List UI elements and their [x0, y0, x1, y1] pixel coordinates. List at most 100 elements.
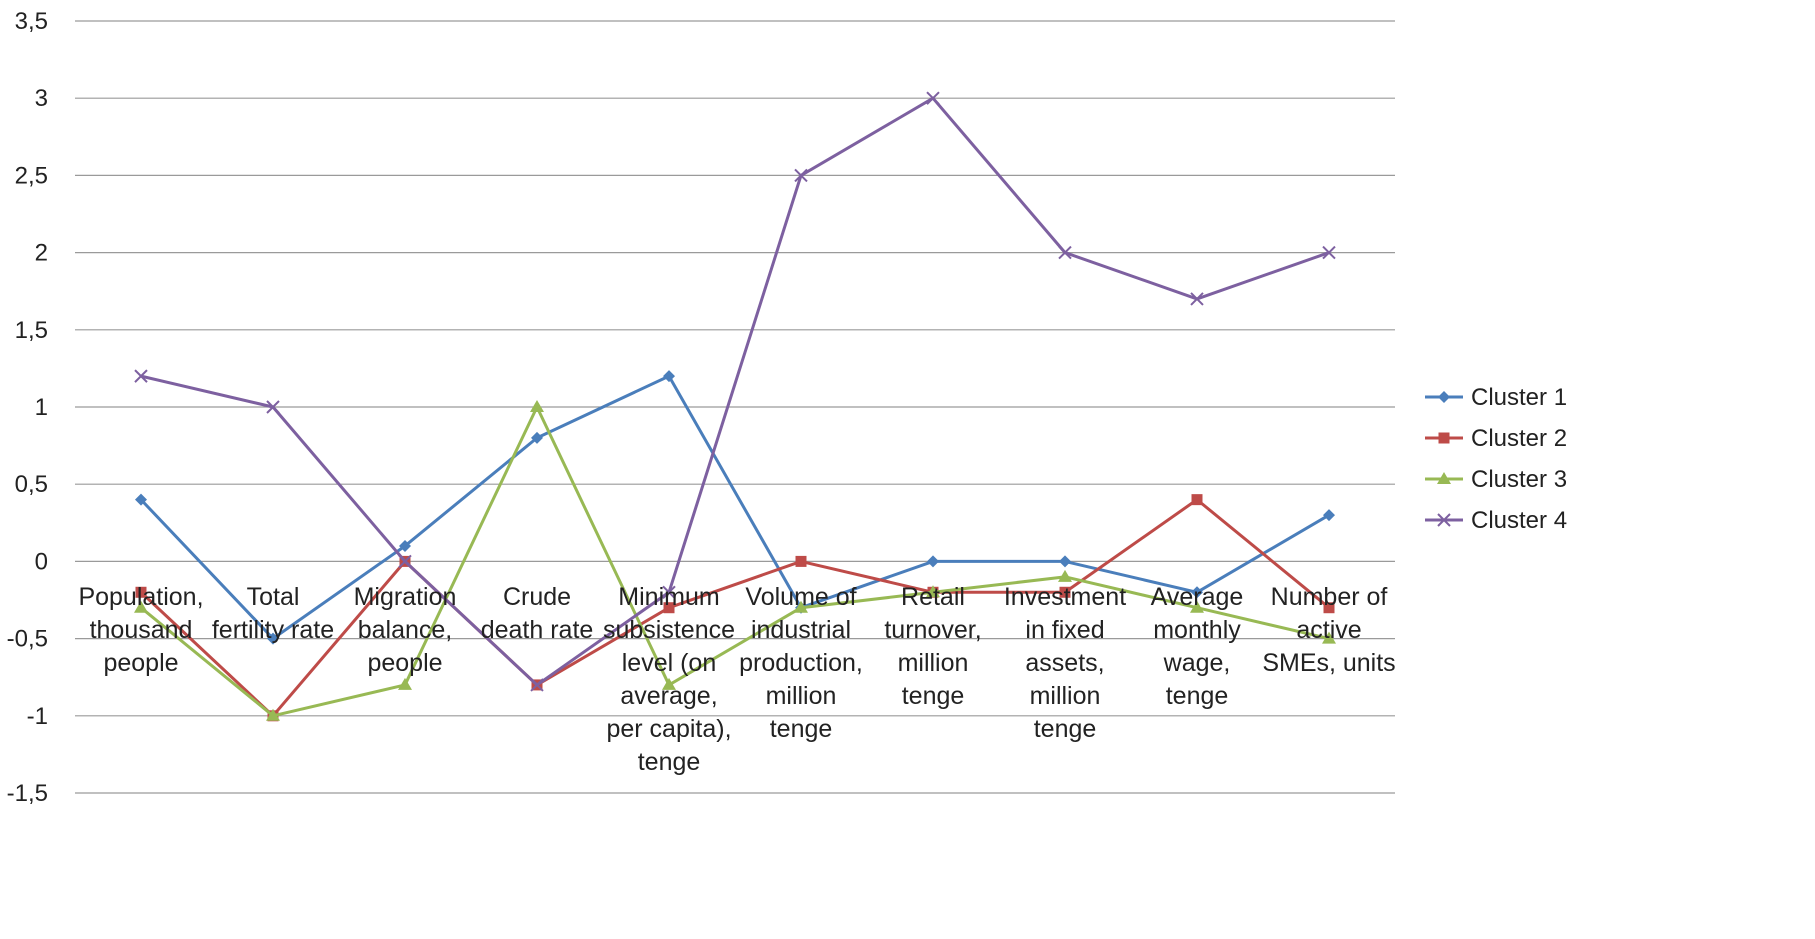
x-category-label-line: tenge: [1034, 715, 1097, 743]
data-point: [1059, 555, 1071, 568]
x-category-label: Number of active SMEs, units: [1262, 583, 1395, 677]
y-tick-label: 3,5: [15, 8, 48, 35]
data-point: [1058, 245, 1072, 260]
series-lines: [134, 91, 1336, 722]
x-category-label-line: million: [898, 649, 969, 677]
x-category-label-line: SMEs, units: [1262, 649, 1395, 677]
data-point: [663, 602, 675, 614]
x-category-label-line: assets,: [1025, 649, 1104, 677]
data-point: [662, 677, 676, 690]
series-line: [140, 96, 1330, 687]
data-point: [134, 600, 148, 613]
x-category-label-line: active: [1296, 616, 1361, 644]
data-point: [927, 555, 939, 568]
y-axis-tick-labels: 3,5 3 2,5 2 1,5 1 0,5 0 -0,5 -1 -1,5: [7, 8, 48, 807]
series-line: [139, 374, 1330, 641]
data-point: [926, 91, 940, 105]
data-point: [135, 586, 147, 598]
data-point: [530, 678, 544, 692]
data-point: [1191, 586, 1203, 599]
x-category-label-line: monthly: [1153, 616, 1241, 644]
x-category-label-line: Investment: [1004, 583, 1126, 611]
legend-item: Cluster 1: [1425, 384, 1567, 411]
x-category-label-line: people: [103, 649, 178, 677]
series-line: [140, 405, 1330, 718]
x-category-label-line: per capita),: [606, 715, 731, 743]
data-point: [1322, 245, 1336, 260]
x-category-label-line: death rate: [481, 616, 594, 644]
x-category-label-line: fertility rate: [212, 616, 334, 644]
data-point: [134, 369, 148, 383]
legend: Cluster 1 Cluster 2 Cluster 3 Cluster 4: [1425, 384, 1567, 534]
data-point: [794, 168, 808, 183]
x-category-label-line: Volume of: [745, 583, 856, 611]
x-category-label: Migration balance, people: [354, 583, 457, 677]
x-category-label-line: Population,: [78, 583, 203, 611]
x-category-label-line: tenge: [902, 682, 965, 710]
series-1: [135, 370, 1335, 645]
legend-label: Cluster 3: [1471, 466, 1567, 493]
x-category-label-line: tenge: [638, 748, 701, 776]
x-category-label-line: Average: [1151, 583, 1244, 611]
data-point: [1323, 602, 1335, 614]
x-category-label: Minimum subsistence level (on average, per c…: [603, 583, 735, 776]
x-category-label-line: million: [1030, 682, 1101, 710]
data-point: [399, 539, 411, 552]
series-4: [134, 91, 1336, 692]
x-category-label-line: Number of: [1271, 583, 1388, 611]
data-point: [1059, 586, 1071, 598]
x-category-label-line: tenge: [770, 715, 833, 743]
legend-marker: [1438, 391, 1450, 403]
data-point: [663, 370, 675, 383]
x-category-label: Average monthly wage, tenge: [1151, 583, 1244, 710]
x-category-label-line: wage,: [1163, 649, 1231, 677]
legend-label: Cluster 4: [1471, 507, 1567, 534]
x-category-label-line: people: [367, 649, 442, 677]
data-point: [531, 431, 543, 444]
x-category-label: Retail turnover, million tenge: [884, 583, 981, 710]
x-category-label-line: Total: [247, 583, 300, 611]
data-point: [398, 677, 412, 690]
data-point: [1322, 631, 1336, 644]
data-point: [1058, 569, 1072, 582]
x-category-label: Investment in fixed assets, million tenge: [1004, 583, 1126, 743]
gridlines: [75, 20, 1395, 794]
data-point: [1323, 509, 1335, 522]
y-tick-label: -1,5: [7, 780, 48, 807]
x-category-label-line: balance,: [358, 616, 453, 644]
y-tick-label: 1: [35, 394, 48, 421]
x-category-label-line: turnover,: [884, 616, 981, 644]
data-point: [135, 493, 147, 506]
data-point: [398, 554, 412, 569]
y-tick-label: 2: [35, 240, 48, 267]
x-category-label-line: Crude: [503, 583, 571, 611]
data-point: [662, 585, 676, 599]
data-point: [530, 400, 544, 412]
x-axis-category-labels: Population, thousand people Total fertility …: [78, 583, 1395, 776]
x-category-label-line: Minimum: [618, 583, 719, 611]
x-category-label-line: level (on: [622, 649, 717, 677]
y-tick-label: 2,5: [15, 162, 48, 189]
legend-label: Cluster 2: [1471, 425, 1567, 452]
y-tick-label: 0,5: [15, 471, 48, 498]
x-category-label-line: subsistence: [603, 616, 735, 644]
legend-item: Cluster 2: [1425, 425, 1567, 452]
series-line: [139, 498, 1330, 718]
x-category-label-line: average,: [620, 682, 717, 710]
legend-item: Cluster 4: [1425, 507, 1567, 534]
legend-marker: [1437, 472, 1451, 484]
data-point: [1190, 292, 1204, 306]
data-point: [1191, 494, 1203, 506]
legend-item: Cluster 3: [1425, 466, 1567, 493]
y-tick-label: 0: [35, 548, 48, 575]
data-point: [1190, 600, 1204, 613]
data-point: [267, 632, 279, 645]
y-tick-label: 1,5: [15, 317, 48, 344]
x-category-label-line: million: [766, 682, 837, 710]
legend-marker: [1437, 513, 1451, 527]
x-category-label-line: production,: [739, 649, 863, 677]
x-category-label-line: Migration: [354, 583, 457, 611]
data-point: [266, 708, 280, 721]
